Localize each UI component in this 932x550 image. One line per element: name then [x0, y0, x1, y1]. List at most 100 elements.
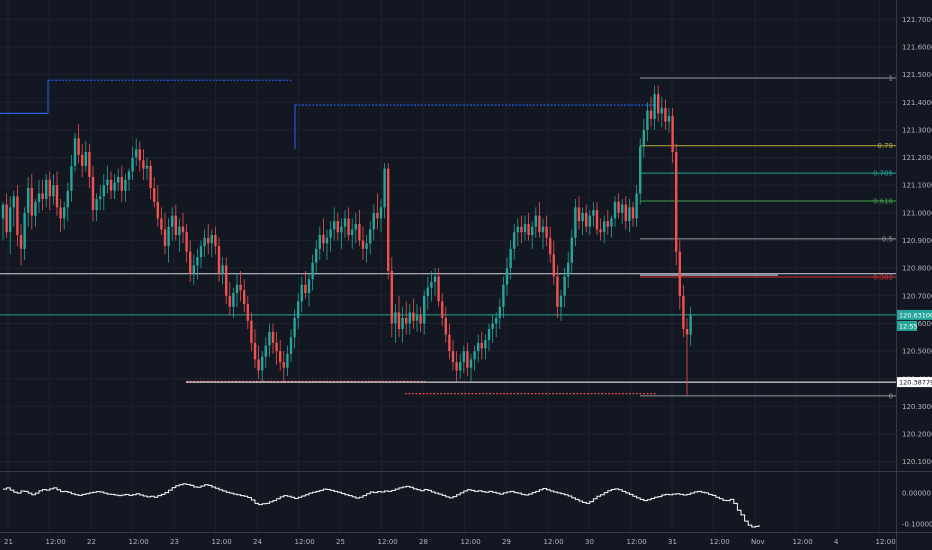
candle[interactable] — [448, 334, 451, 352]
candle[interactable] — [109, 179, 113, 191]
candle[interactable] — [473, 351, 476, 360]
candle[interactable] — [642, 129, 645, 147]
candle[interactable] — [502, 284, 505, 307]
candle[interactable] — [59, 207, 62, 219]
candle[interactable] — [437, 276, 440, 302]
candle[interactable] — [73, 138, 77, 166]
candle[interactable] — [469, 359, 473, 368]
candle[interactable] — [135, 149, 138, 158]
candle[interactable] — [70, 165, 73, 191]
candle[interactable] — [351, 229, 354, 235]
candle[interactable] — [617, 201, 620, 213]
candle[interactable] — [682, 295, 685, 329]
candle[interactable] — [325, 237, 329, 244]
candle[interactable] — [293, 317, 296, 338]
candle[interactable] — [138, 149, 141, 161]
candle[interactable] — [30, 188, 33, 216]
candle[interactable] — [279, 351, 282, 363]
candle[interactable] — [394, 312, 397, 324]
candle[interactable] — [624, 204, 627, 222]
candle[interactable] — [185, 232, 188, 252]
candle[interactable] — [153, 188, 156, 202]
candle[interactable] — [383, 168, 386, 208]
candle[interactable] — [145, 165, 149, 169]
candle[interactable] — [297, 301, 300, 318]
candle[interactable] — [27, 188, 30, 213]
candle[interactable] — [196, 257, 199, 266]
candle[interactable] — [307, 279, 311, 294]
candle[interactable] — [124, 179, 127, 191]
candle[interactable] — [322, 235, 325, 244]
candle[interactable] — [520, 226, 523, 233]
main-pane[interactable]: 1 0.79 0.705 0.618 0.5 0.382 0 — [0, 74, 896, 400]
candle[interactable] — [390, 270, 393, 324]
candle[interactable] — [228, 295, 231, 307]
candle[interactable] — [243, 290, 246, 305]
candle[interactable] — [671, 116, 674, 153]
candle[interactable] — [37, 193, 41, 202]
candle[interactable] — [570, 237, 573, 263]
candle[interactable] — [660, 107, 663, 114]
candle[interactable] — [160, 218, 163, 230]
candle[interactable] — [577, 207, 581, 222]
candle[interactable] — [592, 210, 595, 216]
candle[interactable] — [343, 218, 347, 227]
candle[interactable] — [466, 351, 469, 368]
candle[interactable] — [541, 226, 545, 233]
candle[interactable] — [19, 235, 23, 249]
candle[interactable] — [628, 207, 631, 222]
candle[interactable] — [376, 212, 379, 219]
candle[interactable] — [268, 331, 271, 346]
candle[interactable] — [516, 226, 519, 233]
indicator-line[interactable] — [3, 483, 760, 528]
candle[interactable] — [451, 351, 455, 363]
candle[interactable] — [131, 157, 134, 172]
candle[interactable] — [9, 207, 12, 233]
candle[interactable] — [77, 138, 80, 155]
candle[interactable] — [599, 229, 602, 233]
candle[interactable] — [246, 304, 249, 321]
candle[interactable] — [415, 315, 419, 321]
candle[interactable] — [631, 207, 635, 219]
candle[interactable] — [354, 223, 357, 230]
candle[interactable] — [1, 204, 5, 219]
candle[interactable] — [261, 356, 264, 371]
candle[interactable] — [498, 306, 501, 318]
candle[interactable] — [361, 240, 365, 249]
candle[interactable] — [48, 179, 51, 197]
candle[interactable] — [401, 317, 404, 329]
candle[interactable] — [221, 265, 224, 274]
candle[interactable] — [88, 152, 91, 177]
candle[interactable] — [563, 276, 566, 296]
candle[interactable] — [387, 168, 390, 271]
candle[interactable] — [91, 176, 95, 211]
candle[interactable] — [433, 276, 437, 282]
candle[interactable] — [430, 282, 433, 288]
candle[interactable] — [318, 235, 321, 249]
candle[interactable] — [585, 212, 588, 227]
candle[interactable] — [491, 323, 494, 329]
candle[interactable] — [250, 320, 253, 343]
candle[interactable] — [189, 251, 192, 274]
candle[interactable] — [509, 248, 512, 269]
candle[interactable] — [538, 215, 541, 233]
candle[interactable] — [84, 152, 87, 166]
candle[interactable] — [5, 204, 8, 233]
candle[interactable] — [163, 229, 167, 247]
candle[interactable] — [372, 212, 375, 230]
candle[interactable] — [156, 201, 159, 219]
candle[interactable] — [34, 201, 37, 216]
candle[interactable] — [495, 317, 498, 324]
candle[interactable] — [304, 284, 307, 294]
candle[interactable] — [358, 223, 361, 241]
candle[interactable] — [232, 293, 235, 307]
candle[interactable] — [333, 221, 336, 230]
candle[interactable] — [675, 152, 678, 252]
candle[interactable] — [610, 218, 613, 227]
candle[interactable] — [167, 226, 170, 247]
candle[interactable] — [423, 295, 426, 324]
candle[interactable] — [405, 317, 408, 324]
candle[interactable] — [311, 262, 314, 280]
candle[interactable] — [257, 359, 260, 371]
candle[interactable] — [523, 223, 527, 233]
